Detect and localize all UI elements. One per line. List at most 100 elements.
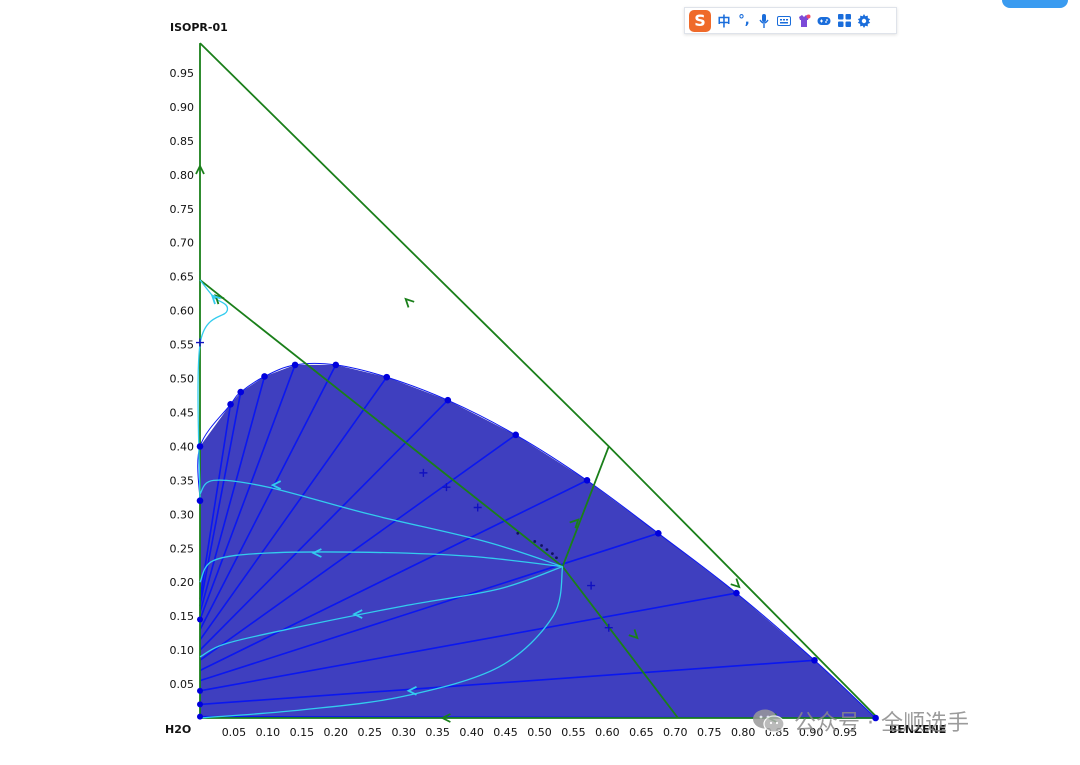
binodal-point-8 <box>444 396 452 404</box>
raffinate-point-0 <box>197 713 203 720</box>
boundary-arrow-5 <box>440 713 451 723</box>
x-tick-label-5: 0.30 <box>391 726 416 739</box>
binodal-point-7 <box>383 373 391 381</box>
residue-curve-0 <box>199 479 563 568</box>
gamepad-icon[interactable] <box>817 14 831 28</box>
x-tick-label-2: 0.15 <box>290 726 315 739</box>
residue-arrow-1 <box>311 548 322 558</box>
keyboard-icon[interactable] <box>777 14 791 28</box>
distillation-boundary-0 <box>199 43 679 719</box>
y-tick-label-16: 0.85 <box>170 135 195 148</box>
residue-arrow-2 <box>352 609 363 619</box>
binodal-point-1 <box>196 443 204 450</box>
wechat-icon <box>753 709 785 733</box>
ime-toolbar: S 中 °, <box>684 7 897 34</box>
plus-marker-2 <box>442 483 451 492</box>
residue-curves <box>197 279 564 719</box>
y-tick-label-12: 0.65 <box>170 271 195 284</box>
vertex-label-top: ISOPR-01 <box>170 21 228 34</box>
boundary-arrow-2 <box>195 163 205 175</box>
grid-apps-icon[interactable] <box>837 14 851 28</box>
y-tick-label-13: 0.70 <box>170 237 195 250</box>
y-tick-label-5: 0.30 <box>170 508 195 521</box>
azeotrope-dot-0 <box>516 531 520 535</box>
tie-lines <box>199 364 876 719</box>
boundary-arrow-1 <box>730 578 741 589</box>
y-tick-label-0: 0.05 <box>170 678 195 691</box>
binodal-point-4 <box>261 373 268 380</box>
binodal-point-2 <box>227 401 234 408</box>
y-tick-label-18: 0.95 <box>170 67 195 80</box>
skin-icon[interactable] <box>797 14 811 28</box>
y-tick-label-11: 0.60 <box>170 305 195 318</box>
tie-line-8 <box>199 364 337 631</box>
x-tick-label-13: 0.70 <box>663 726 688 739</box>
x-tick-label-15: 0.80 <box>731 726 756 739</box>
boundary-arrow-0 <box>404 297 415 308</box>
tie-line-3 <box>199 532 659 682</box>
y-tick-label-4: 0.25 <box>170 542 195 555</box>
y-tick-label-15: 0.80 <box>170 169 195 182</box>
plus-marker-4 <box>587 581 596 590</box>
ime-punctuation-toggle[interactable]: °, <box>738 13 750 28</box>
raffinate-point-2 <box>197 687 203 694</box>
y-tick-label-7: 0.40 <box>170 440 195 453</box>
tie-line-12 <box>199 404 232 600</box>
raffinate-point-4 <box>197 497 203 504</box>
settings-icon[interactable] <box>857 13 871 28</box>
plus-marker-0 <box>196 338 204 347</box>
ime-language-toggle[interactable]: 中 <box>717 15 731 30</box>
ime-logo[interactable]: S <box>689 9 711 32</box>
azeotrope-dot-2 <box>540 544 543 547</box>
tie-line-1 <box>199 659 815 706</box>
distillation-boundary-3 <box>561 446 610 567</box>
binodal-point-11 <box>655 530 662 537</box>
raffinate-point-3 <box>197 616 203 623</box>
azeotrope-dot-4 <box>551 552 554 556</box>
y-tick-label-6: 0.35 <box>170 474 195 487</box>
plus-marker-1 <box>419 468 428 477</box>
microphone-icon[interactable] <box>757 13 771 28</box>
y-tick-label-1: 0.10 <box>170 644 195 657</box>
binodal-point-5 <box>291 361 299 369</box>
tie-line-10 <box>199 376 266 613</box>
x-tick-label-1: 0.10 <box>256 726 281 739</box>
tie-line-11 <box>199 391 242 607</box>
plus-marker-5 <box>604 623 613 632</box>
binodal-point-10 <box>583 477 591 484</box>
watermark-text: 公众号 · 全顺选手 <box>794 711 969 736</box>
residue-curve-3 <box>199 566 564 719</box>
y-tick-label-9: 0.50 <box>170 373 195 386</box>
boundary-arrow-4 <box>628 629 639 640</box>
binodal-point-13 <box>811 656 818 664</box>
x-tick-label-18: 0.95 <box>833 726 858 739</box>
y-tick-label-14: 0.75 <box>170 203 195 216</box>
watermark: 公众号 · 全顺选手 <box>752 704 969 738</box>
residue-curve-2 <box>199 565 563 658</box>
raffinate-point-1 <box>197 701 203 708</box>
x-tick-label-10: 0.55 <box>561 726 586 739</box>
x-tick-label-6: 0.35 <box>425 726 450 739</box>
azeotrope-dot-3 <box>545 548 549 552</box>
vertex-label-bottom-right: BENZENE <box>889 723 946 736</box>
window-corner-tab[interactable] <box>1002 0 1068 8</box>
y-tick-label-2: 0.15 <box>170 610 195 623</box>
residue-arrow-4 <box>210 294 221 305</box>
x-tick-label-17: 0.90 <box>799 726 824 739</box>
azeotrope-dot-1 <box>533 540 537 543</box>
x-tick-label-12: 0.65 <box>629 726 654 739</box>
y-axis-ticks: 0.05 0.10 0.15 0.20 0.25 0.30 0.35 0.40 0.45 0.50… <box>170 67 195 691</box>
x-tick-label-4: 0.25 <box>358 726 383 739</box>
binodal-point-12 <box>733 589 740 597</box>
x-tick-label-7: 0.40 <box>459 726 484 739</box>
binodal-point-6 <box>332 361 340 369</box>
tie-line-7 <box>199 376 388 641</box>
y-tick-label-17: 0.90 <box>170 101 195 114</box>
x-tick-label-14: 0.75 <box>697 726 722 739</box>
x-axis-ticks: 0.05 0.10 0.15 0.20 0.25 0.30 0.35 0.40 0.45 0.50… <box>222 726 858 739</box>
binodal-point-9 <box>512 431 520 439</box>
residue-arrow-3 <box>406 685 417 696</box>
x-tick-label-0: 0.05 <box>222 726 247 739</box>
data-points <box>196 338 879 722</box>
